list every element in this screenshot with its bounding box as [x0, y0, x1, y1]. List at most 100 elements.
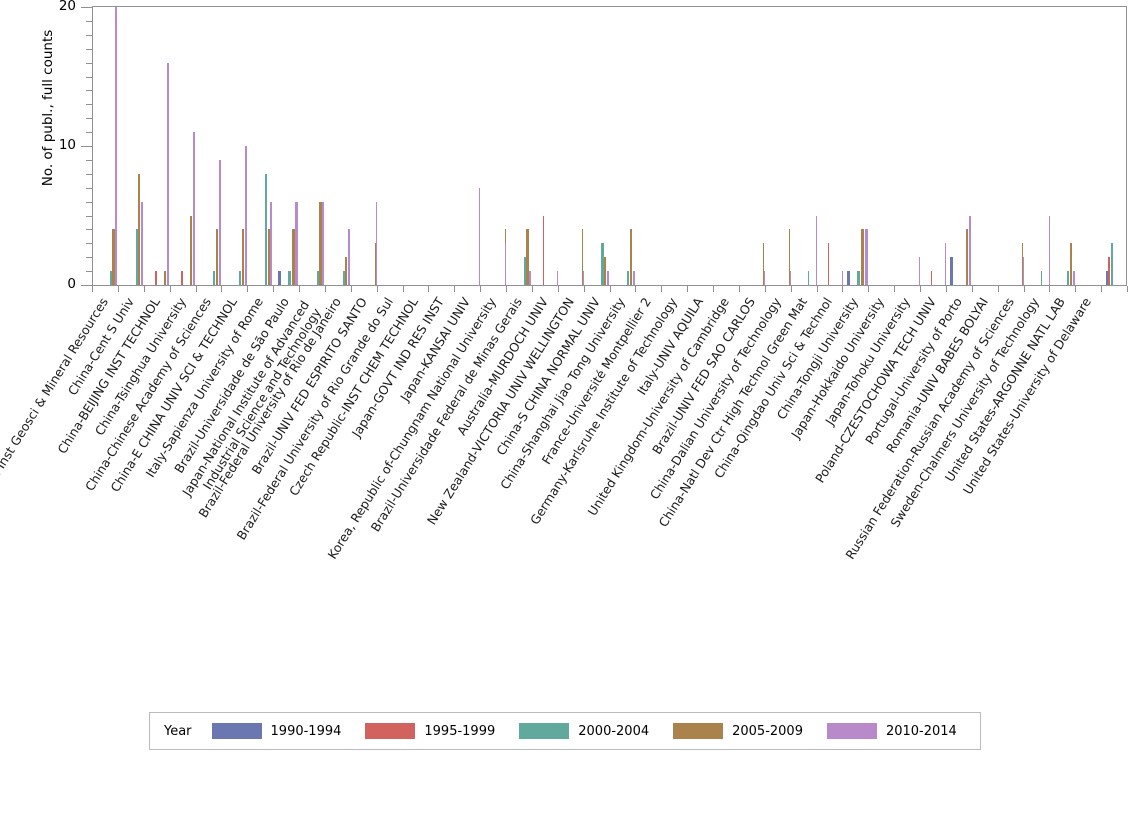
- legend-item-label: 2000-2004: [578, 724, 649, 739]
- bar: [167, 63, 169, 285]
- bar-group: [1080, 6, 1101, 285]
- bar-group: [847, 6, 868, 285]
- x-axis-tick: [584, 286, 585, 292]
- x-axis-tick: [791, 286, 792, 292]
- legend-item-label: 2010-2014: [886, 724, 957, 739]
- bar-group: [122, 6, 143, 285]
- legend-color-swatch: [365, 723, 415, 739]
- x-axis-tick: [454, 286, 455, 292]
- x-axis-tick: [118, 286, 119, 292]
- y-axis-tick-label: 10: [40, 137, 76, 153]
- x-axis-tick: [687, 286, 688, 292]
- bar-group: [1028, 6, 1049, 285]
- x-axis-tick: [1024, 286, 1025, 292]
- x-axis-tick: [817, 286, 818, 292]
- bar-group: [329, 6, 350, 285]
- chart-legend: Year 1990-1994 1995-1999 2000-2004 2005-200…: [149, 712, 981, 750]
- bar: [1073, 271, 1075, 285]
- bar-group: [976, 6, 997, 285]
- bar-group: [200, 6, 221, 285]
- bar: [193, 132, 195, 285]
- legend-item[interactable]: 2000-2004: [519, 723, 649, 739]
- bar: [865, 229, 868, 285]
- x-axis-tick: [635, 286, 636, 292]
- bar-group: [278, 6, 299, 285]
- x-axis-tick: [351, 286, 352, 292]
- bar-group: [252, 6, 273, 285]
- x-axis-tick: [299, 286, 300, 292]
- legend-color-swatch: [673, 723, 723, 739]
- legend-item[interactable]: 2005-2009: [673, 723, 803, 739]
- x-axis-tick: [325, 286, 326, 292]
- bar: [633, 271, 635, 285]
- bar-group: [562, 6, 583, 285]
- bar-group: [718, 6, 739, 285]
- x-axis-tick: [661, 286, 662, 292]
- bar: [295, 202, 298, 285]
- bar: [861, 229, 864, 285]
- y-axis-major-tick: [81, 285, 92, 286]
- bar-group: [97, 6, 118, 285]
- x-axis-tick: [998, 286, 999, 292]
- bar-group: [899, 6, 920, 285]
- x-axis-tick: [532, 286, 533, 292]
- x-axis-tick: [273, 286, 274, 292]
- x-axis-tick: [428, 286, 429, 292]
- bar: [155, 271, 157, 285]
- x-axis-tick: [739, 286, 740, 292]
- x-axis-tick: [506, 286, 507, 292]
- legend-color-swatch: [827, 723, 877, 739]
- x-axis-tick: [1101, 286, 1102, 292]
- bar-group: [692, 6, 713, 285]
- bar: [969, 216, 971, 286]
- legend-item-label: 2005-2009: [732, 724, 803, 739]
- legend-item-label: 1990-1994: [271, 724, 342, 739]
- bar-group: [795, 6, 816, 285]
- bar: [270, 202, 272, 285]
- bar-group: [873, 6, 894, 285]
- bar: [950, 257, 952, 285]
- bar: [278, 271, 281, 285]
- bar: [141, 202, 143, 285]
- x-axis-tick: [558, 286, 559, 292]
- bar: [181, 271, 183, 285]
- x-axis-tick: [610, 286, 611, 292]
- bar-group: [821, 6, 842, 285]
- bar-group: [925, 6, 946, 285]
- bar-group: [666, 6, 687, 285]
- x-axis-tick: [1127, 286, 1128, 292]
- x-axis-tick: [377, 286, 378, 292]
- x-axis-tick: [946, 286, 947, 292]
- legend-item[interactable]: 1995-1999: [365, 723, 495, 739]
- legend-item[interactable]: 2010-2014: [827, 723, 957, 739]
- bar: [292, 229, 295, 285]
- x-axis-tick: [92, 286, 93, 292]
- legend-title: Year: [164, 724, 192, 739]
- legend-item[interactable]: 1990-1994: [212, 723, 342, 739]
- y-axis-tick-label: 0: [40, 276, 76, 292]
- bar-group: [407, 6, 428, 285]
- bar-group: [304, 6, 325, 285]
- bar: [857, 271, 860, 285]
- bar-group: [381, 6, 402, 285]
- bar-group: [485, 6, 506, 285]
- bar: [219, 160, 221, 285]
- x-axis-tick: [1049, 286, 1050, 292]
- x-axis-tick: [765, 286, 766, 292]
- x-axis-tick: [894, 286, 895, 292]
- legend-item-label: 1995-1999: [424, 724, 495, 739]
- bar-group: [148, 6, 169, 285]
- x-axis-tick: [868, 286, 869, 292]
- x-axis-tick: [713, 286, 714, 292]
- bar-group: [1106, 6, 1127, 285]
- x-axis-tick: [221, 286, 222, 292]
- bar-group: [769, 6, 790, 285]
- y-axis-title: No. of publ., full counts: [40, 0, 56, 218]
- bar-group: [588, 6, 609, 285]
- x-axis-tick: [144, 286, 145, 292]
- y-axis-tick-label: 20: [40, 0, 76, 14]
- bar-group: [1002, 6, 1023, 285]
- bar-group: [355, 6, 376, 285]
- x-axis-tick: [1075, 286, 1076, 292]
- bar-group: [511, 6, 532, 285]
